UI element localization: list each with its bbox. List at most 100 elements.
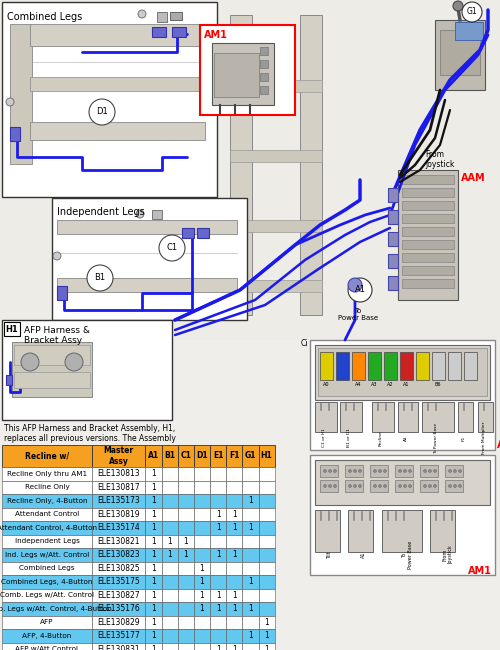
Bar [210, 629, 226, 642]
Text: 1: 1 [248, 523, 253, 532]
Bar [152, 27, 166, 37]
Circle shape [424, 484, 426, 488]
Bar [162, 445, 178, 467]
Text: F1: F1 [262, 86, 274, 94]
Bar [226, 616, 242, 629]
Bar [315, 345, 490, 400]
Bar [2, 629, 92, 642]
Text: A4: A4 [355, 382, 361, 387]
Bar [230, 15, 252, 315]
Text: B1: B1 [94, 274, 106, 283]
Text: F1: F1 [462, 436, 466, 441]
Text: AFP: AFP [40, 619, 54, 625]
Bar [2, 534, 92, 548]
Bar [194, 616, 210, 629]
Circle shape [6, 98, 14, 106]
Bar [242, 508, 258, 521]
Text: 1: 1 [216, 551, 220, 559]
Bar [2, 642, 92, 650]
Circle shape [53, 252, 61, 260]
Text: Combined Legs: Combined Legs [19, 566, 75, 571]
Bar [178, 616, 194, 629]
Bar [146, 494, 162, 508]
Bar [402, 266, 454, 275]
Text: H1: H1 [6, 324, 18, 333]
Text: ELE130813: ELE130813 [98, 469, 140, 478]
Bar [2, 562, 92, 575]
Text: Master
Assy: Master Assy [104, 447, 134, 465]
Text: This AFP Harness and Bracket Assembly, H1,
replaces all previous versions. The A: This AFP Harness and Bracket Assembly, H… [4, 424, 176, 454]
Bar [162, 616, 178, 629]
Bar [178, 467, 194, 480]
Bar [194, 467, 210, 480]
Bar [92, 508, 146, 521]
Bar [210, 521, 226, 534]
Text: 1: 1 [264, 631, 269, 640]
Circle shape [384, 469, 386, 473]
Text: 1: 1 [264, 645, 269, 650]
Text: 1: 1 [200, 591, 204, 600]
Circle shape [348, 469, 352, 473]
Text: D1: D1 [96, 107, 108, 116]
Bar [398, 402, 418, 432]
Text: Recline Only thru AM1: Recline Only thru AM1 [7, 471, 87, 476]
Circle shape [374, 484, 376, 488]
Bar [242, 445, 258, 467]
Bar [172, 27, 186, 37]
Circle shape [462, 2, 482, 22]
Text: 1: 1 [151, 591, 156, 600]
Bar [178, 575, 194, 588]
Bar [230, 150, 322, 162]
Bar [92, 562, 146, 575]
Bar [157, 12, 167, 22]
Text: 1: 1 [167, 551, 172, 559]
Bar [146, 642, 162, 650]
Bar [194, 548, 210, 562]
Circle shape [328, 469, 332, 473]
Text: 1: 1 [216, 645, 220, 650]
Text: 1: 1 [248, 631, 253, 640]
Bar [194, 629, 210, 642]
Bar [226, 562, 242, 575]
Bar [226, 467, 242, 480]
Circle shape [434, 469, 436, 473]
Text: Recline Only, 4-Button: Recline Only, 4-Button [6, 498, 87, 504]
Bar [6, 375, 12, 385]
Bar [402, 188, 454, 197]
Bar [315, 460, 490, 505]
Bar [10, 24, 32, 164]
Text: 1: 1 [151, 537, 156, 546]
Bar [57, 278, 237, 292]
Circle shape [354, 469, 356, 473]
Bar [258, 480, 274, 494]
Text: 1: 1 [151, 604, 156, 613]
Bar [388, 210, 398, 224]
Text: 1: 1 [232, 604, 236, 613]
Text: Independent Legs: Independent Legs [14, 538, 80, 544]
Circle shape [348, 278, 372, 302]
Circle shape [424, 469, 426, 473]
Circle shape [358, 484, 362, 488]
Circle shape [398, 484, 402, 488]
Text: 1: 1 [248, 496, 253, 505]
Text: AAM: AAM [497, 440, 500, 450]
Text: 1: 1 [232, 551, 236, 559]
Circle shape [458, 484, 462, 488]
Bar [258, 467, 274, 480]
Bar [197, 228, 209, 238]
Bar [398, 170, 458, 300]
Bar [258, 521, 274, 534]
Bar [260, 60, 268, 68]
Bar [2, 548, 92, 562]
Bar [242, 588, 258, 602]
Bar [260, 47, 268, 55]
Bar [194, 575, 210, 588]
Bar [242, 629, 258, 642]
Bar [4, 322, 20, 336]
Text: 1: 1 [248, 604, 253, 613]
Bar [146, 548, 162, 562]
Bar [178, 480, 194, 494]
Bar [258, 508, 274, 521]
Text: 1: 1 [248, 577, 253, 586]
Bar [210, 616, 226, 629]
